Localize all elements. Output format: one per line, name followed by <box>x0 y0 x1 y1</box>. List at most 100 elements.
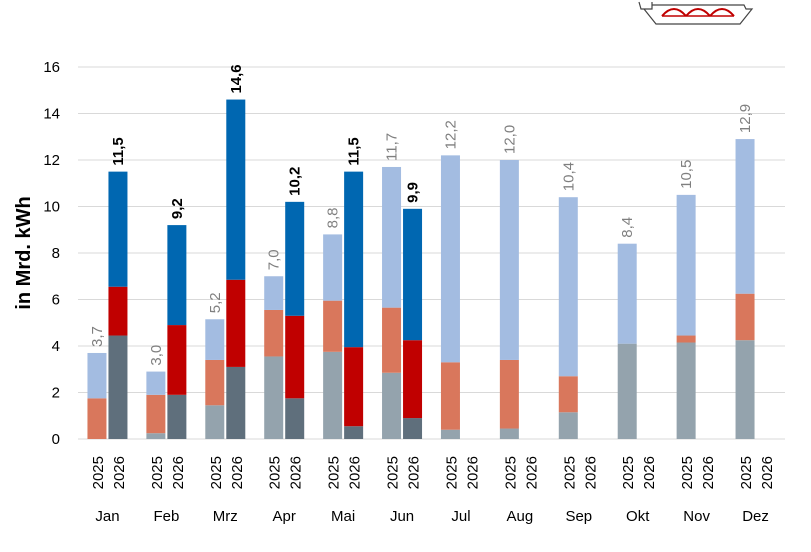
x-year-label: 2025 <box>443 456 460 489</box>
bar-segment-2026 <box>108 171 128 287</box>
x-month-label: Jul <box>451 508 470 525</box>
y-tick-label: 14 <box>43 106 60 123</box>
data-label-2025: 11,7 <box>384 133 401 161</box>
data-label-2025: 8,4 <box>619 217 636 238</box>
data-label-2026: 11,5 <box>346 137 363 165</box>
bars <box>87 99 755 439</box>
x-year-label: 2026 <box>111 456 128 489</box>
data-label-2026: 11,5 <box>110 137 127 165</box>
bar-segment-2025 <box>676 194 696 336</box>
data-label-2025: 12,0 <box>501 125 518 154</box>
y-tick-label: 6 <box>52 292 60 309</box>
bar-segment-2025 <box>676 342 696 439</box>
y-tick-label: 10 <box>43 199 60 216</box>
x-month-label: Feb <box>153 508 179 525</box>
y-tick-label: 0 <box>52 431 60 448</box>
data-label-2025: 3,7 <box>89 326 106 347</box>
ship-icon <box>638 1 754 25</box>
bar-segment-2025 <box>264 276 284 310</box>
x-year-label: 2025 <box>679 456 696 489</box>
x-year-label: 2025 <box>149 456 166 489</box>
x-year-label: 2025 <box>326 456 343 489</box>
x-year-label: 2025 <box>385 456 402 489</box>
bar-segment-2026 <box>226 279 246 367</box>
x-year-label: 2026 <box>641 456 658 489</box>
bar-segment-2025 <box>323 351 343 439</box>
x-year-label: 2025 <box>90 456 107 489</box>
x-month-label: Dez <box>742 508 769 525</box>
bar-segment-2025 <box>440 362 460 430</box>
x-year-label: 2026 <box>582 456 599 489</box>
bar-segment-2026 <box>285 201 305 316</box>
bar-segment-2026 <box>108 335 128 439</box>
bar-segment-2025 <box>264 309 284 357</box>
bar-segment-2025 <box>382 307 402 373</box>
y-tick-label: 4 <box>52 338 60 355</box>
bar-segment-2025 <box>146 433 166 439</box>
bar-segment-2026 <box>226 366 246 439</box>
y-axis-title: in Mrd. kWh <box>13 196 35 309</box>
x-month-label: Apr <box>273 508 296 525</box>
bar-segment-2026 <box>344 171 364 348</box>
bar-segment-2025 <box>735 340 755 439</box>
bar-segment-2025 <box>146 371 166 395</box>
x-month-label: Nov <box>683 508 710 525</box>
x-month-label: Mai <box>331 508 355 525</box>
bar-segment-2025 <box>205 359 225 406</box>
x-month-label: Mrz <box>213 508 238 525</box>
bar-segment-2026 <box>167 325 187 395</box>
x-year-label: 2026 <box>464 456 481 489</box>
data-label-2025: 7,0 <box>266 249 283 270</box>
data-labels: 3,7 11,5 3,0 9,2 5,2 14,6 7,0 10,2 8,8 11,5 11,7 9,… <box>89 64 754 365</box>
bar-segment-2026 <box>403 208 423 341</box>
bar-segment-2025 <box>440 429 460 439</box>
x-year-label: 2025 <box>502 456 519 489</box>
x-month-label: Okt <box>626 508 650 525</box>
bar-segment-2025 <box>205 319 225 360</box>
bar-segment-2026 <box>285 398 305 439</box>
x-year-label: 2026 <box>700 456 717 489</box>
data-label-2026: 10,2 <box>287 167 304 196</box>
x-year-label: 2025 <box>267 456 284 489</box>
bar-segment-2026 <box>167 225 187 326</box>
bar-segment-2025 <box>382 166 402 308</box>
bar-segment-2025 <box>205 405 225 439</box>
x-year-label: 2026 <box>523 456 540 489</box>
data-label-2026: 14,6 <box>228 64 245 93</box>
x-year-label: 2026 <box>347 456 364 489</box>
data-label-2025: 5,2 <box>207 292 224 313</box>
bar-segment-2025 <box>676 335 696 343</box>
bar-segment-2025 <box>617 343 637 439</box>
y-tick-label: 12 <box>43 152 60 169</box>
data-label-2025: 3,0 <box>148 345 165 366</box>
data-label-2025: 8,8 <box>325 208 342 229</box>
bar-segment-2025 <box>735 293 755 341</box>
bar-segment-2025 <box>146 394 166 434</box>
y-tick-label: 2 <box>52 385 60 402</box>
y-axis: 0 2 4 6 8 10 12 14 16 <box>43 59 60 448</box>
data-label-2025: 12,2 <box>442 120 459 149</box>
bar-segment-2025 <box>499 359 519 429</box>
bar-segment-2026 <box>285 315 305 399</box>
gridlines <box>78 66 785 440</box>
bar-segment-2025 <box>499 428 519 439</box>
x-year-label: 2026 <box>759 456 776 489</box>
bar-segment-2026 <box>403 418 423 439</box>
x-month-label: Sep <box>565 508 592 525</box>
data-label-2025: 12,9 <box>737 104 754 133</box>
x-year-label: 2026 <box>229 456 246 489</box>
data-label-2025: 10,5 <box>678 160 695 189</box>
y-tick-label: 16 <box>43 59 60 76</box>
x-year-label: 2025 <box>208 456 225 489</box>
bar-segment-2025 <box>735 139 755 294</box>
x-year-label: 2025 <box>620 456 637 489</box>
bar-segment-2026 <box>167 394 187 439</box>
bar-segment-2026 <box>226 99 246 280</box>
x-year-label: 2025 <box>738 456 755 489</box>
bar-segment-2026 <box>403 340 423 419</box>
x-year-label: 2026 <box>288 456 305 489</box>
x-month-label: Jan <box>95 508 119 525</box>
bar-segment-2025 <box>558 412 578 439</box>
